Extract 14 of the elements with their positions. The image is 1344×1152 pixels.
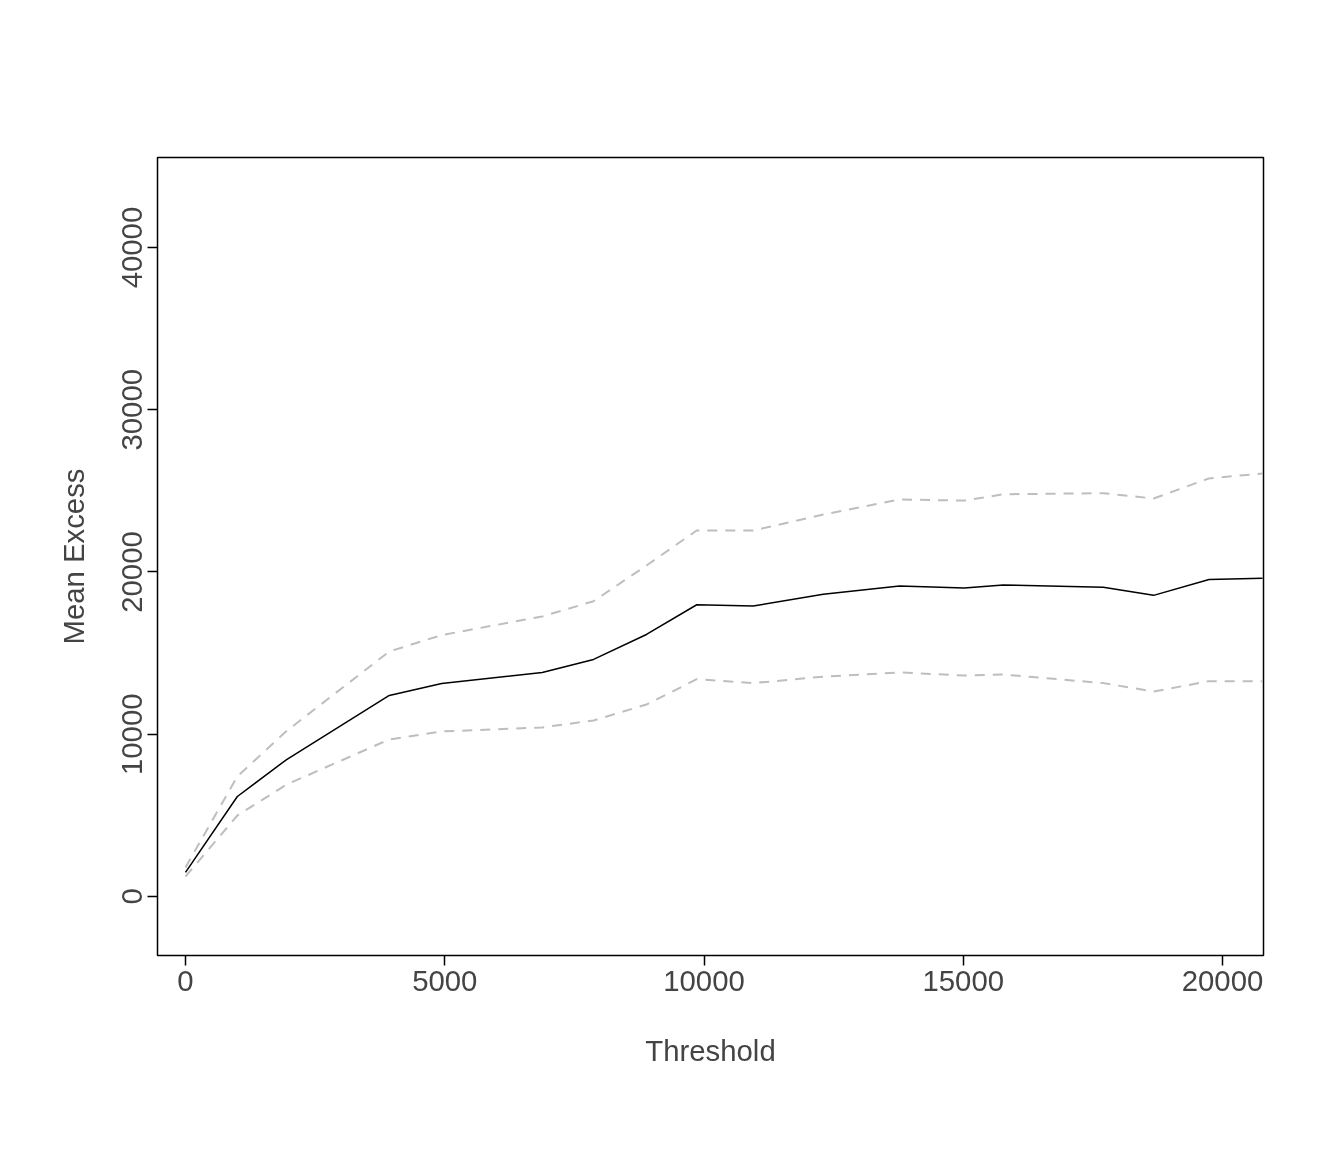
x-axis-title: Threshold — [645, 1033, 776, 1067]
y-tick-label: 30000 — [115, 368, 149, 451]
x-tick-label: 5000 — [412, 963, 478, 997]
x-tick-label: 20000 — [1181, 963, 1264, 997]
y-axis-title: Mean Excess — [56, 468, 90, 645]
x-tick-label: 15000 — [922, 963, 1005, 997]
y-tick-label: 20000 — [115, 531, 149, 613]
line-series — [184, 472, 1264, 869]
y-tick-label: 40000 — [115, 206, 149, 289]
line-series — [184, 671, 1264, 878]
x-tick-label: 0 — [177, 963, 194, 997]
y-tick-label: 0 — [115, 888, 149, 905]
y-tick-label: 10000 — [115, 693, 149, 775]
x-tick-label: 10000 — [663, 963, 745, 997]
